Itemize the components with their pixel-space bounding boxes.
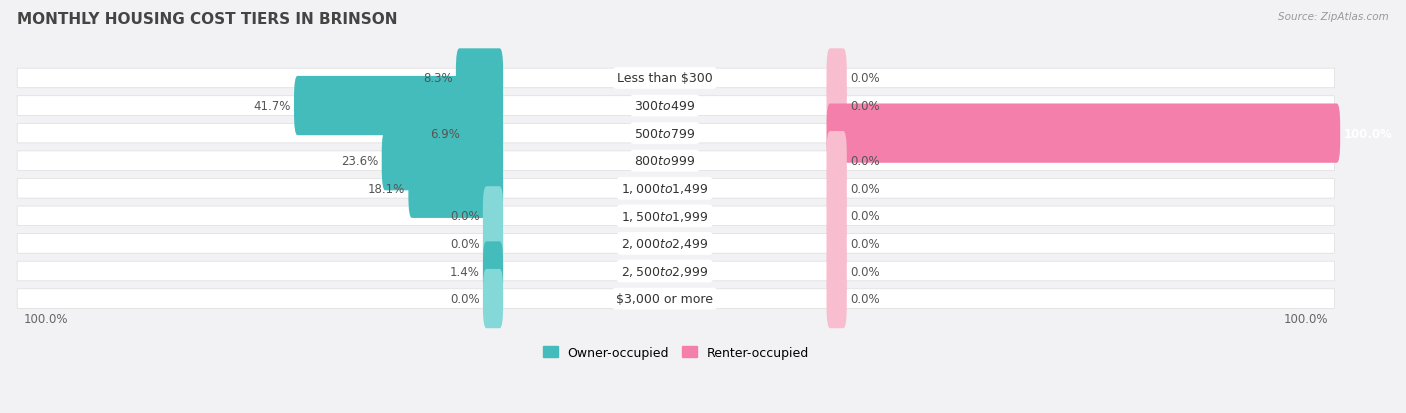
FancyBboxPatch shape — [827, 269, 846, 328]
Text: 0.0%: 0.0% — [450, 237, 479, 250]
Text: 23.6%: 23.6% — [342, 155, 378, 168]
Text: $300 to $499: $300 to $499 — [634, 100, 696, 113]
FancyBboxPatch shape — [482, 187, 503, 246]
FancyBboxPatch shape — [827, 187, 846, 246]
Text: 0.0%: 0.0% — [849, 292, 880, 305]
FancyBboxPatch shape — [17, 97, 1334, 116]
Text: MONTHLY HOUSING COST TIERS IN BRINSON: MONTHLY HOUSING COST TIERS IN BRINSON — [17, 12, 398, 27]
Text: $1,500 to $1,999: $1,500 to $1,999 — [621, 209, 709, 223]
FancyBboxPatch shape — [17, 179, 1334, 199]
FancyBboxPatch shape — [827, 214, 846, 273]
Text: 0.0%: 0.0% — [450, 292, 479, 305]
Text: 0.0%: 0.0% — [849, 237, 880, 250]
FancyBboxPatch shape — [17, 152, 1334, 171]
Text: $500 to $799: $500 to $799 — [634, 127, 696, 140]
FancyBboxPatch shape — [294, 77, 503, 136]
FancyBboxPatch shape — [827, 159, 846, 218]
FancyBboxPatch shape — [827, 132, 846, 191]
Text: 41.7%: 41.7% — [253, 100, 291, 113]
FancyBboxPatch shape — [17, 234, 1334, 254]
Legend: Owner-occupied, Renter-occupied: Owner-occupied, Renter-occupied — [537, 341, 814, 364]
FancyBboxPatch shape — [482, 269, 503, 328]
Text: 100.0%: 100.0% — [24, 312, 69, 325]
Text: $800 to $999: $800 to $999 — [634, 155, 696, 168]
FancyBboxPatch shape — [17, 69, 1334, 88]
Text: 0.0%: 0.0% — [849, 265, 880, 278]
Text: $2,000 to $2,499: $2,000 to $2,499 — [621, 237, 709, 251]
FancyBboxPatch shape — [827, 77, 846, 136]
Text: $2,500 to $2,999: $2,500 to $2,999 — [621, 264, 709, 278]
Text: 100.0%: 100.0% — [1284, 312, 1327, 325]
FancyBboxPatch shape — [827, 104, 1340, 164]
FancyBboxPatch shape — [408, 159, 503, 218]
FancyBboxPatch shape — [827, 49, 846, 108]
FancyBboxPatch shape — [17, 289, 1334, 309]
Text: 18.1%: 18.1% — [368, 182, 405, 195]
Text: 0.0%: 0.0% — [849, 182, 880, 195]
FancyBboxPatch shape — [381, 132, 503, 191]
Text: $3,000 or more: $3,000 or more — [616, 292, 713, 305]
FancyBboxPatch shape — [17, 261, 1334, 281]
FancyBboxPatch shape — [17, 124, 1334, 144]
Text: 1.4%: 1.4% — [450, 265, 479, 278]
FancyBboxPatch shape — [463, 104, 503, 164]
Text: 0.0%: 0.0% — [450, 210, 479, 223]
FancyBboxPatch shape — [17, 206, 1334, 226]
Text: Source: ZipAtlas.com: Source: ZipAtlas.com — [1278, 12, 1389, 22]
Text: 8.3%: 8.3% — [423, 72, 453, 85]
Text: 0.0%: 0.0% — [849, 210, 880, 223]
FancyBboxPatch shape — [482, 242, 503, 301]
Text: Less than $300: Less than $300 — [617, 72, 713, 85]
Text: 100.0%: 100.0% — [1343, 127, 1392, 140]
Text: 0.0%: 0.0% — [849, 72, 880, 85]
Text: 0.0%: 0.0% — [849, 100, 880, 113]
FancyBboxPatch shape — [827, 242, 846, 301]
Text: $1,000 to $1,499: $1,000 to $1,499 — [621, 182, 709, 196]
FancyBboxPatch shape — [482, 214, 503, 273]
Text: 6.9%: 6.9% — [430, 127, 460, 140]
Text: 0.0%: 0.0% — [849, 155, 880, 168]
FancyBboxPatch shape — [456, 49, 503, 108]
